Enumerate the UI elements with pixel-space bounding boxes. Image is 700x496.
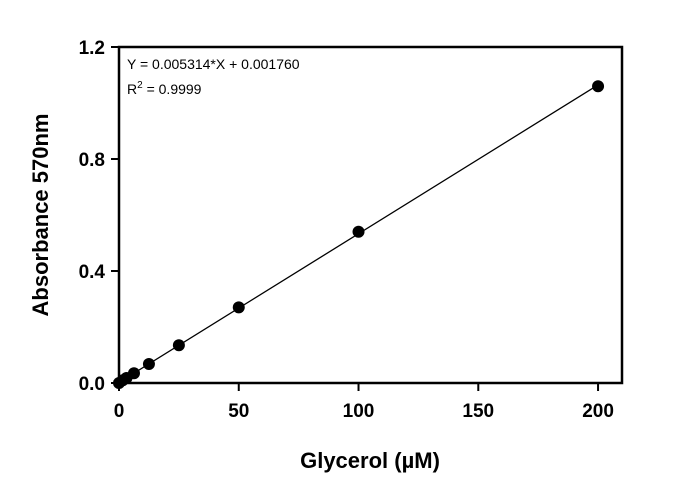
plot-border: [117, 45, 624, 385]
data-point: [127, 367, 140, 380]
x-tick-label: 50: [228, 401, 249, 422]
y-axis-ticks: 0.0 0.4 0.8 1.2: [79, 38, 119, 395]
r-squared-prefix: R: [127, 81, 137, 97]
y-tick-label: 0.8: [79, 150, 105, 171]
data-point: [592, 80, 605, 93]
data-point: [172, 339, 185, 352]
x-axis-title: Glycerol (µM): [300, 448, 440, 473]
data-point: [232, 301, 245, 314]
y-tick-label: 0.4: [79, 262, 106, 283]
x-axis-ticks: 0 50 100 150 200: [114, 383, 614, 422]
x-tick-label: 100: [343, 401, 375, 422]
x-tick-label: 150: [462, 401, 494, 422]
data-point: [142, 357, 155, 370]
equation-annotation: Y = 0.005314*X + 0.001760: [127, 56, 300, 72]
plot-frame: [117, 45, 624, 385]
r-squared-annotation: R2 = 0.9999: [127, 80, 202, 97]
y-axis-title: Absorbance 570nm: [28, 114, 53, 317]
r-squared-superscript: 2: [137, 80, 143, 91]
data-points: [113, 80, 605, 389]
x-tick-label: 200: [582, 401, 614, 422]
x-tick-label: 0: [114, 401, 125, 422]
y-tick-label: 1.2: [79, 38, 105, 59]
r-squared-value: = 0.9999: [143, 81, 202, 97]
y-tick-label: 0.0: [79, 374, 105, 395]
data-point: [352, 225, 365, 238]
